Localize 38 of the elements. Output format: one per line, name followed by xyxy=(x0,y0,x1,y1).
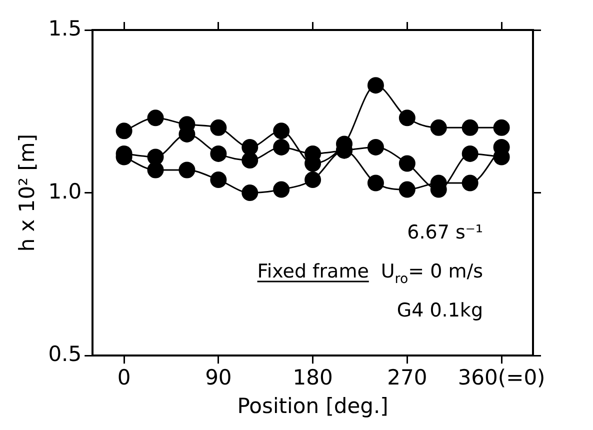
point xyxy=(147,148,164,166)
point xyxy=(367,174,384,192)
point xyxy=(273,181,290,198)
point xyxy=(210,119,227,136)
y-axis-title: h x 10² [m] xyxy=(15,134,40,252)
point xyxy=(462,119,478,136)
point xyxy=(493,119,510,136)
point xyxy=(367,77,384,94)
x-tick-label: 90 xyxy=(205,366,232,390)
point xyxy=(273,138,290,156)
point xyxy=(147,110,164,126)
x-tick-label: 0 xyxy=(117,366,131,390)
x-tick-label: 180 xyxy=(292,366,333,390)
point xyxy=(462,174,478,192)
point xyxy=(242,138,258,156)
point xyxy=(273,122,290,140)
point xyxy=(178,162,196,178)
point xyxy=(398,110,416,126)
y-tick-label: 1.0 xyxy=(48,179,82,204)
point xyxy=(398,181,416,198)
point xyxy=(304,172,322,188)
x-axis-title: Position [deg.] xyxy=(237,394,388,418)
annotation: G4 0.1kg xyxy=(396,300,484,322)
point xyxy=(210,172,227,188)
point xyxy=(116,122,132,140)
x-tick-label: 360(=0) xyxy=(458,366,546,390)
annotation: 6.67 s⁻¹ xyxy=(407,221,483,244)
point xyxy=(367,138,384,156)
point xyxy=(147,162,164,178)
y-tick-label: 0.5 xyxy=(48,342,82,366)
point xyxy=(462,145,478,162)
point xyxy=(398,155,416,172)
point xyxy=(242,184,258,202)
x-tick-label: 270 xyxy=(387,366,428,390)
y-tick-label: 1.5 xyxy=(48,16,82,40)
point xyxy=(430,119,447,136)
annotation: Fixed frame xyxy=(257,260,369,282)
point xyxy=(210,145,227,162)
